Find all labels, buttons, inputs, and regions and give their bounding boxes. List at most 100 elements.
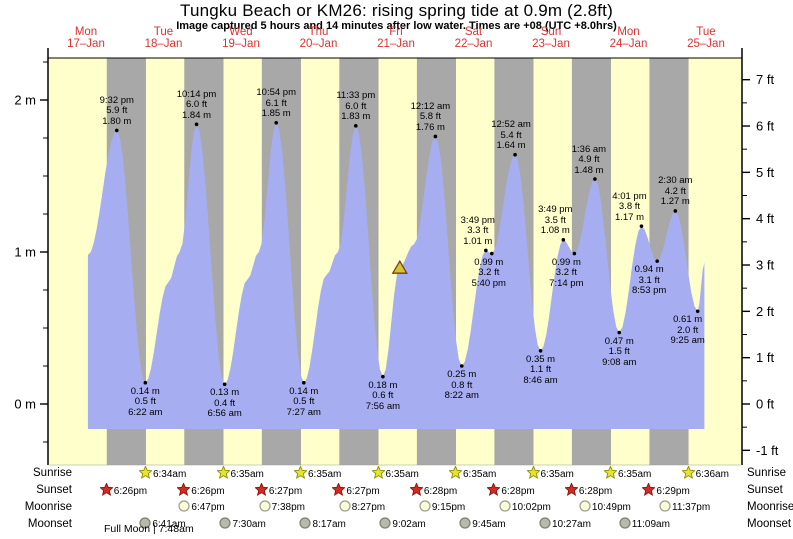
- tide-event-dot: [655, 259, 659, 263]
- tide-annotation-low: 0.94 m 3.1 ft 8:53 pm: [616, 265, 682, 297]
- tide-event-dot: [484, 248, 488, 253]
- tide-event-dot: [538, 349, 543, 353]
- tide-annotation-line: 1.5 ft: [608, 346, 630, 358]
- tide-annotation-line: 1.85 m: [261, 108, 291, 120]
- tide-annotation-line: 0.99 m: [551, 256, 581, 268]
- tide-annotation-line: 1.80 m: [102, 115, 132, 127]
- sunrise-entry: 6:35am: [215, 465, 264, 481]
- sunrise-entry: 6:36am: [680, 465, 729, 481]
- sunrise-entry: 6:35am: [603, 465, 651, 481]
- sunset-star-icon: [176, 482, 192, 496]
- tide-annotation-line: 3.3 ft: [467, 225, 489, 237]
- moonrise-entry: 6:47pm: [178, 500, 225, 514]
- sunset-star-icon: [641, 482, 657, 496]
- tide-annotation-line: 0.35 m: [526, 353, 556, 365]
- tide-annotation-line: 1.48 m: [574, 164, 604, 176]
- tide-annotation-high: 4:01 pm 3.8 ft 1.17 m: [596, 190, 662, 224]
- sunrise-caption-left: Sunrise: [33, 467, 72, 479]
- moonset-time: 7:30am: [232, 519, 266, 530]
- tide-annotation-high: 12:12 am 5.8 ft 1.76 m: [397, 101, 463, 134]
- sunset-time: 6:26pm: [191, 486, 225, 497]
- sunrise-star-icon: [293, 465, 308, 479]
- tide-annotation-line: 1.76 m: [415, 121, 445, 133]
- day-name: Tue: [696, 26, 716, 38]
- moonset-circle-icon: [139, 517, 151, 529]
- tide-annotation-line: 6:22 am: [128, 406, 163, 418]
- tide-annotation-low: 0.99 m 3.2 ft 5:40 pm: [456, 257, 522, 290]
- moonset-time: 11:09am: [631, 519, 670, 530]
- sunset-star-icon: [254, 482, 269, 496]
- tide-annotation-line: 6.1 ft: [265, 97, 287, 109]
- tide-annotation-line: 9:08 am: [602, 356, 637, 368]
- sunrise-entry: 6:35am: [448, 465, 496, 481]
- sunset-entry: 6:27pm: [331, 482, 380, 498]
- sunrise-entry: 6:35am: [293, 465, 341, 481]
- day-label: Sun 23–Jan: [516, 26, 586, 50]
- sunset-time: 6:28pm: [501, 486, 535, 497]
- tide-annotation-line: 1.1 ft: [529, 364, 552, 376]
- tide-event-dot: [114, 128, 119, 133]
- tide-annotation-line: 1.27 m: [660, 196, 690, 208]
- moonrise-entry: 8:27pm: [339, 500, 385, 514]
- sunrise-star-icon: [680, 465, 696, 479]
- day-label: Mon 17–Jan: [51, 26, 121, 50]
- sunset-time: 6:27pm: [346, 486, 380, 497]
- tide-annotation-line: 5.8 ft: [419, 111, 441, 123]
- tide-annotation-line: 1.01 m: [463, 235, 493, 247]
- sunrise-star-icon: [370, 465, 386, 479]
- sunset-time: 6:27pm: [268, 486, 303, 497]
- sunset-entry: 6:26pm: [176, 482, 225, 498]
- moonrise-circle-icon: [419, 500, 431, 512]
- sunset-time: 6:26pm: [113, 486, 148, 497]
- moonset-circle-icon: [379, 517, 392, 529]
- day-date: 24–Jan: [609, 37, 648, 50]
- tide-annotation-line: 1.08 m: [540, 225, 570, 237]
- tide-annotation-high: 1:36 am 4.9 ft 1.48 m: [556, 144, 622, 177]
- moonrise-circle-icon: [339, 500, 351, 512]
- right-tick-label: -1 ft: [756, 443, 779, 458]
- tide-annotation-line: 1.17 m: [614, 211, 644, 223]
- tide-annotation-line: 3.1 ft: [638, 274, 660, 286]
- tide-annotation-line: 2:30 am: [658, 175, 693, 187]
- day-date: 17–Jan: [67, 37, 105, 50]
- moonrise-entry: 11:37pm: [659, 500, 710, 514]
- moonset-entry: 6:41am: [139, 517, 186, 531]
- tide-annotation-line: 2.0 ft: [677, 324, 699, 336]
- moonrise-circle-icon: [659, 500, 671, 512]
- moonrise-entry: 9:15pm: [419, 500, 465, 514]
- tide-annotation-high: 10:54 pm 6.1 ft 1.85 m: [243, 88, 309, 120]
- sunset-time: 6:29pm: [656, 486, 690, 497]
- day-name: Sat: [464, 26, 483, 38]
- sunrise-time: 6:35am: [385, 469, 419, 480]
- day-name: Thu: [308, 26, 329, 38]
- day-label: Wed 19–Jan: [206, 26, 276, 50]
- tide-event-dot: [695, 309, 700, 314]
- sunrise-caption-right: Sunrise: [747, 467, 786, 479]
- day-label: Thu 20–Jan: [284, 26, 354, 50]
- moonrise-time: 7:38pm: [271, 502, 305, 513]
- tide-annotation-line: 3:49 pm: [460, 214, 495, 226]
- moonset-entry: 9:45am: [459, 517, 506, 531]
- tide-annotation-line: 3:49 pm: [538, 204, 573, 216]
- tide-annotation-line: 0.13 m: [210, 387, 240, 399]
- sunset-entry: 6:28pm: [486, 482, 535, 498]
- sunset-entry: 6:29pm: [641, 482, 690, 498]
- day-date: 21–Jan: [377, 37, 415, 50]
- left-tick-label: 2 m: [14, 93, 36, 108]
- tide-annotation-high: 2:30 am 4.2 ft 1.27 m: [642, 176, 708, 208]
- day-label: Mon 24–Jan: [594, 26, 664, 50]
- tide-annotation-line: 3.2 ft: [555, 267, 577, 279]
- tide-annotation-line: 7:56 am: [365, 400, 401, 412]
- tide-event-dot: [572, 251, 577, 256]
- sunset-star-icon: [564, 482, 579, 496]
- day-label: Tue 18–Jan: [129, 26, 199, 50]
- moonset-time: 6:41am: [152, 519, 186, 530]
- sunrise-time: 6:35am: [540, 469, 574, 480]
- tide-annotation-line: 4:01 pm: [612, 190, 647, 202]
- tide-event-dot: [617, 330, 622, 335]
- tide-annotation-low: 0.47 m 1.5 ft 9:08 am: [586, 336, 652, 369]
- moonrise-entry: 10:02pm: [499, 500, 551, 514]
- tide-event-dot: [639, 224, 644, 228]
- tide-annotation-line: 0.8 ft: [451, 379, 473, 391]
